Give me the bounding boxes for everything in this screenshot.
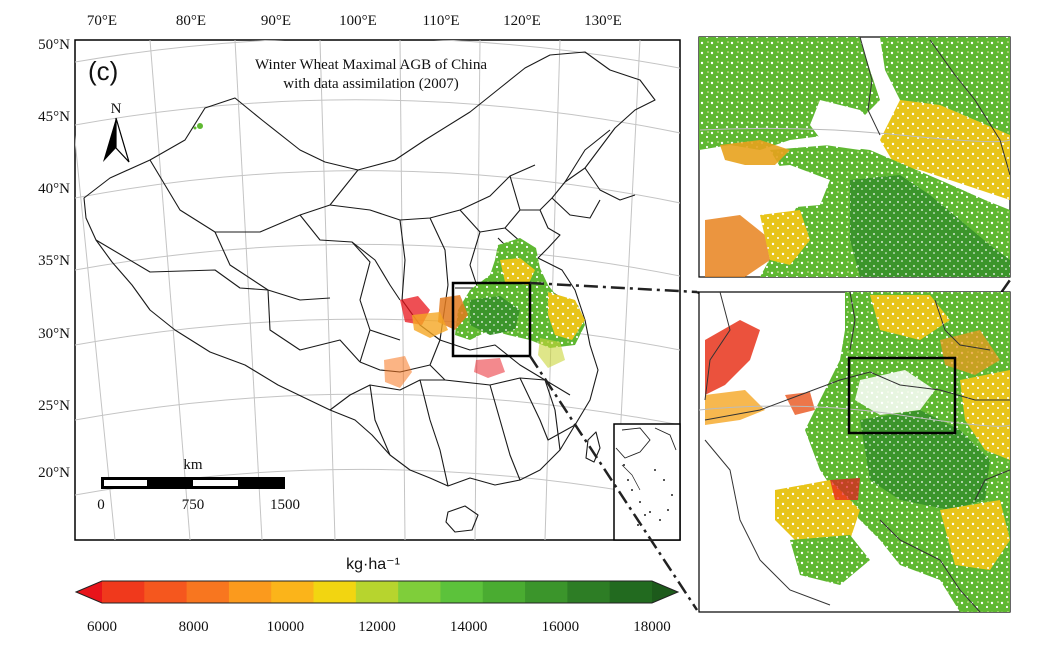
colorbar-tick-label: 18000 (633, 619, 671, 635)
panel-label: (c) (88, 56, 118, 86)
lon-label: 120°E (503, 13, 541, 29)
colorbar-cell (313, 581, 357, 603)
scale-bar: km 0 750 1500 (97, 457, 300, 513)
colorbar-outline (74, 580, 680, 604)
colorbar-over-arrow (652, 581, 678, 603)
hainan-island (445, 505, 479, 533)
main-map-frame (74, 39, 681, 541)
colorbar-tick-label: 10000 (267, 619, 305, 635)
scale-tick-750: 750 (182, 497, 205, 513)
colorbar-unit: kg·ha⁻¹ (346, 556, 400, 573)
colorbar-cell (355, 581, 399, 603)
main-map: (c) Winter Wheat Maximal AGB of China wi… (38, 13, 681, 541)
graticule (75, 40, 680, 540)
colorbar-cell (440, 581, 484, 603)
zoom-detail-bottom (698, 291, 1011, 613)
scale-tick-0: 0 (97, 497, 105, 513)
lon-label: 110°E (422, 13, 459, 29)
colorbar-cell (609, 581, 653, 603)
map-title-line1: Winter Wheat Maximal AGB of China (255, 57, 487, 73)
lat-label: 30°N (38, 326, 70, 342)
colorbar-cell (144, 581, 188, 603)
lat-label: 45°N (38, 109, 70, 125)
north-arrow: N (103, 101, 130, 163)
map-title-line2: with data assimilation (2007) (283, 76, 458, 92)
colorbar-cell (525, 581, 568, 603)
colorbar-tick-label: 12000 (358, 619, 396, 635)
lat-label: 40°N (38, 181, 70, 197)
lat-label: 20°N (38, 465, 70, 481)
colorbar-cell (271, 581, 315, 603)
latitude-labels: 50°N 45°N 40°N 35°N 30°N 25°N 20°N (38, 37, 70, 481)
scale-bar-unit: km (183, 457, 203, 473)
lat-label: 25°N (38, 398, 70, 414)
lon-label: 70°E (87, 13, 117, 29)
lon-label: 90°E (261, 13, 291, 29)
scale-tick-1500: 1500 (270, 497, 300, 513)
colorbar-cell (482, 581, 526, 603)
colorbar-tick-label: 8000 (179, 619, 209, 635)
lon-label: 100°E (339, 13, 377, 29)
zoom-box-detail (847, 356, 957, 435)
colorbar: kg·ha⁻¹ 6000 8000 10000 12000 14000 16000 1800… (74, 556, 680, 635)
lon-label: 130°E (584, 13, 622, 29)
zoom-box-main (451, 281, 532, 358)
colorbar-tick-label: 16000 (542, 619, 580, 635)
taiwan-island (585, 431, 601, 463)
colorbar-tick-label: 14000 (450, 619, 488, 635)
lat-label: 50°N (38, 37, 70, 53)
colorbar-under-arrow (76, 581, 102, 603)
north-label: N (111, 101, 122, 117)
south-china-sea-inset (613, 423, 681, 541)
colorbar-cell (228, 581, 272, 603)
lon-label: 80°E (176, 13, 206, 29)
colorbar-cell (567, 581, 611, 603)
colorbar-tick-label: 6000 (87, 619, 117, 635)
wheat-agb-layer-main (193, 123, 585, 388)
longitude-labels: 70°E 80°E 90°E 100°E 110°E 120°E 130°E (87, 13, 622, 29)
colorbar-cell (186, 581, 230, 603)
colorbar-cell (398, 581, 441, 603)
lat-label: 35°N (38, 253, 70, 269)
zoom-detail-top (698, 36, 1011, 278)
colorbar-cell (102, 581, 145, 603)
